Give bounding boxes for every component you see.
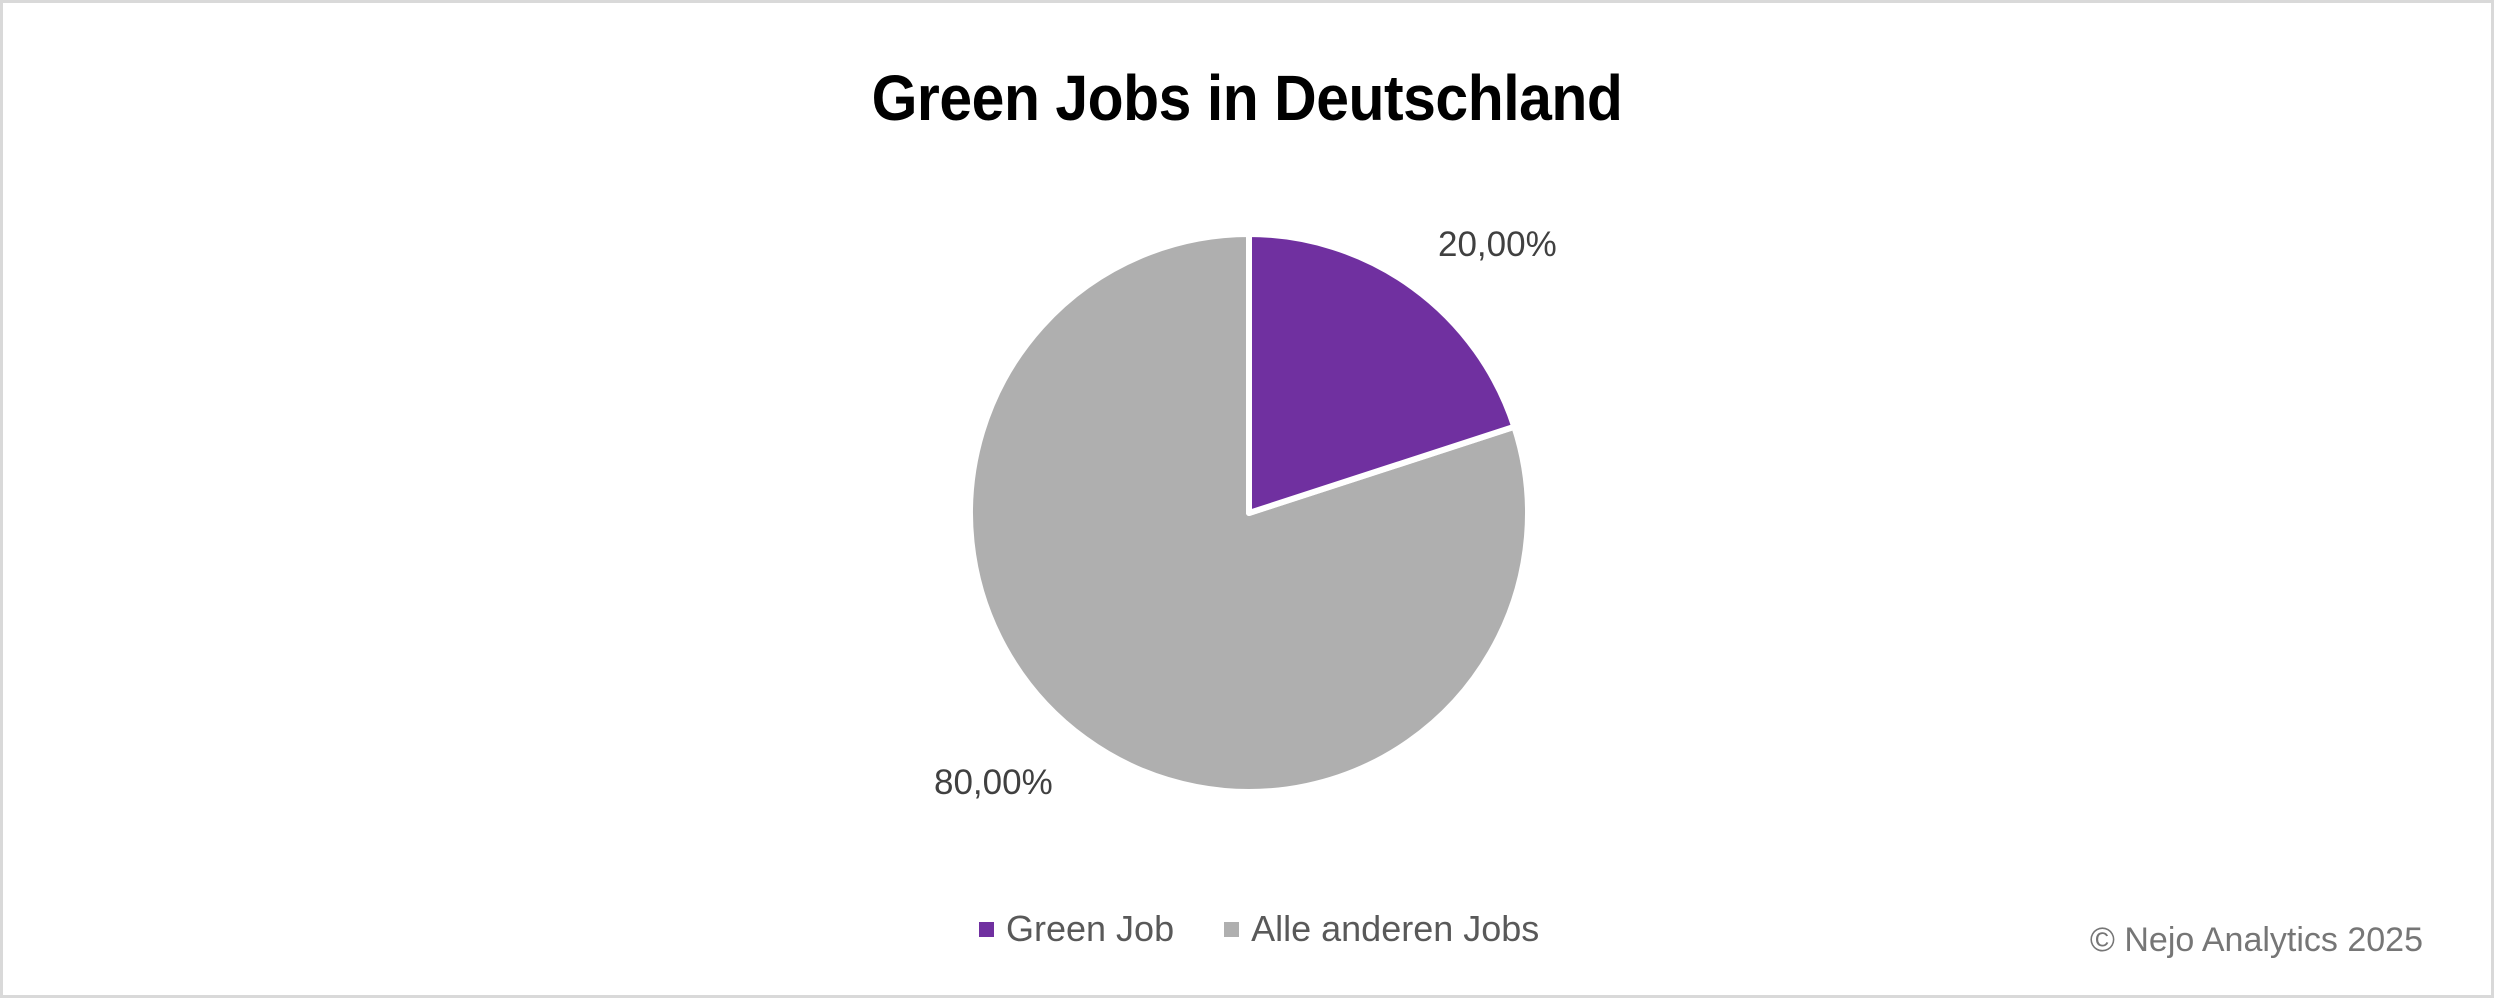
chart-title: Green Jobs in Deutschland xyxy=(871,62,1623,134)
legend-item-green-job[interactable]: Green Job xyxy=(979,908,1174,950)
legend-label-alle-anderen-jobs: Alle anderen Jobs xyxy=(1251,908,1540,949)
legend-label-green-job: Green Job xyxy=(1006,908,1175,949)
chart-legend: Green Job Alle anderen Jobs xyxy=(979,908,1589,950)
pie-slice-green-job[interactable] xyxy=(1246,231,1518,516)
data-label-alle-anderen-jobs: 80,00% xyxy=(934,763,1053,802)
legend-item-alle-anderen-jobs[interactable]: Alle anderen Jobs xyxy=(1224,908,1539,950)
pie-chart xyxy=(967,231,1531,795)
legend-swatch-alle-anderen-jobs xyxy=(1224,921,1240,937)
data-label-green-job: 20,00% xyxy=(1438,225,1557,264)
legend-swatch-green-job xyxy=(979,921,994,937)
copyright-notice: © Nejo Analytics 2025 xyxy=(2089,921,2423,959)
